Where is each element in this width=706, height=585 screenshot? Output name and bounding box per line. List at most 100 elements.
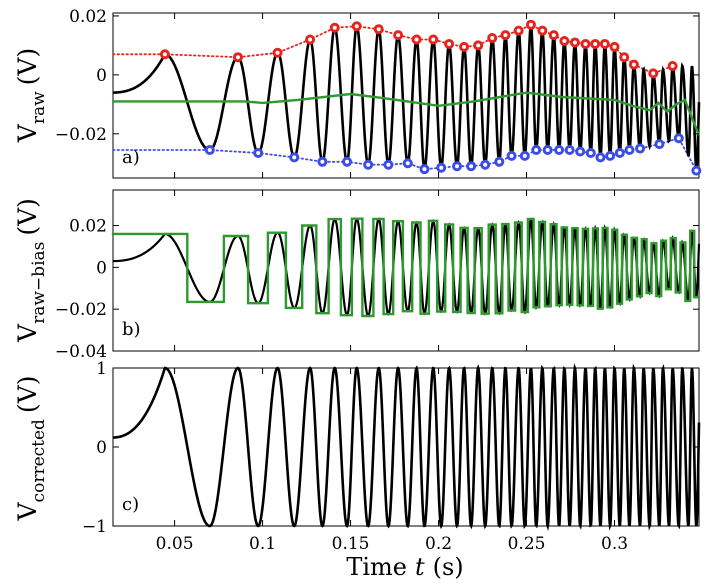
x-axis-label: Time t (s)	[346, 553, 463, 581]
max-marker-center	[622, 55, 627, 60]
panel-b-ylabel-main: V	[13, 323, 42, 343]
panel-a: 0.02 0 −0.02 a) Vraw (V)	[13, 7, 702, 179]
min-marker-center	[638, 146, 643, 151]
min-marker-center	[509, 153, 514, 158]
max-marker-center	[431, 37, 436, 42]
min-marker-center	[405, 161, 410, 166]
min-marker-center	[422, 167, 427, 172]
panel-a-ylabel: Vraw (V)	[13, 48, 49, 143]
panel-c: 1 0 −1 c) Vcorrected (V)	[13, 359, 701, 537]
corrected-signal-line	[113, 363, 701, 532]
x-axis-label-unit: (s)	[433, 553, 464, 581]
max-marker-center	[396, 33, 401, 38]
max-marker-center	[593, 41, 598, 46]
x-tick-label: 0.3	[601, 534, 628, 554]
panel-a-series	[112, 19, 702, 176]
panel-a-label: a)	[122, 147, 140, 168]
panel-b-label: b)	[122, 319, 141, 340]
panel-c-ticks: 1 0 −1	[82, 359, 699, 537]
panel-c-ylabel-main: V	[13, 502, 42, 522]
max-marker-center	[503, 33, 508, 38]
min-marker-center	[578, 149, 583, 154]
max-marker-center	[376, 27, 381, 32]
min-marker-center	[522, 153, 527, 158]
max-marker-center	[651, 71, 656, 76]
min-marker-center	[469, 164, 474, 169]
panel-a-ylabel-main: V	[13, 123, 42, 143]
min-marker-center	[292, 155, 297, 160]
min-marker-center	[567, 148, 572, 153]
x-tick-labels: 0.05 0.1 0.15 0.2 0.25 0.3	[156, 534, 628, 554]
y-tick-label: −0.02	[55, 125, 107, 145]
upper-envelope-line	[112, 23, 674, 75]
max-marker-center	[540, 28, 545, 33]
y-tick-label: 0	[96, 438, 107, 458]
min-marker-center	[534, 148, 539, 153]
bias-line	[113, 91, 701, 136]
min-marker-center	[455, 164, 460, 169]
y-tick-label: −0.02	[55, 300, 107, 320]
max-marker-center	[583, 41, 588, 46]
max-marker-center	[528, 22, 533, 27]
min-marker-center	[676, 136, 681, 141]
panel-c-ylabel-sub: corrected	[29, 419, 49, 502]
max-marker-center	[562, 38, 567, 43]
min-marker-center	[345, 159, 350, 164]
max-marker-center	[235, 55, 240, 60]
min-marker-center	[497, 159, 502, 164]
panel-a-ticks: 0.02 0 −0.02	[55, 7, 699, 178]
min-marker-center	[557, 148, 562, 153]
y-tick-label: 0.02	[69, 7, 107, 27]
max-marker-center	[516, 28, 521, 33]
square-wave-line	[111, 217, 699, 318]
panel-a-ylabel-unit: (V)	[13, 48, 42, 86]
min-marker-center	[617, 150, 622, 155]
panel-c-ylabel-unit: (V)	[13, 376, 42, 414]
y-tick-label: 0	[96, 66, 107, 86]
max-marker-center	[572, 40, 577, 45]
min-marker-center	[694, 168, 699, 173]
panel-b-ylabel-unit: (V)	[13, 198, 42, 236]
y-tick-label: −0.04	[55, 342, 107, 362]
y-tick-label: 0	[96, 258, 107, 278]
max-marker-center	[476, 43, 481, 48]
min-marker-center	[366, 162, 371, 167]
panel-c-label: c)	[122, 494, 139, 515]
max-marker-center	[612, 44, 617, 49]
panel-b: 0.02 0 −0.02 −0.04 b) Vraw−bias (V)	[13, 189, 701, 362]
max-marker-center	[354, 24, 359, 29]
max-marker-center	[332, 25, 337, 30]
panel-c-series	[113, 363, 701, 532]
min-marker-center	[207, 148, 212, 153]
x-axis-label-text: Time	[346, 553, 407, 581]
max-marker-center	[490, 36, 495, 41]
panel-b-ticks: 0.02 0 −0.02 −0.04	[55, 190, 699, 362]
min-marker-center	[545, 148, 550, 153]
max-marker-center	[551, 33, 556, 38]
min-marker-center	[439, 165, 444, 170]
x-tick-label: 0.1	[249, 534, 276, 554]
y-tick-label: 1	[96, 359, 107, 379]
max-marker-center	[631, 62, 636, 67]
panel-c-ylabel: Vcorrected (V)	[13, 376, 49, 522]
x-tick-label: 0.15	[332, 534, 370, 554]
panel-b-ylabel-sub: raw−bias	[29, 242, 49, 324]
y-tick-label: 0.02	[69, 217, 107, 237]
max-marker-center	[162, 52, 167, 57]
x-tick-label: 0.25	[508, 534, 546, 554]
min-marker-center	[627, 148, 632, 153]
max-marker-center	[308, 37, 313, 42]
min-marker-center	[386, 162, 391, 167]
min-marker-center	[320, 159, 325, 164]
y-tick-label: −1	[82, 517, 107, 537]
min-marker-center	[608, 153, 613, 158]
max-marker-center	[414, 37, 419, 42]
min-marker-center	[256, 150, 261, 155]
panel-b-series	[111, 217, 701, 318]
max-marker-center	[670, 64, 675, 69]
x-tick-label: 0.2	[425, 534, 452, 554]
panel-b-ylabel: Vraw−bias (V)	[13, 198, 49, 343]
max-marker-center	[447, 41, 452, 46]
max-marker-center	[602, 41, 607, 46]
